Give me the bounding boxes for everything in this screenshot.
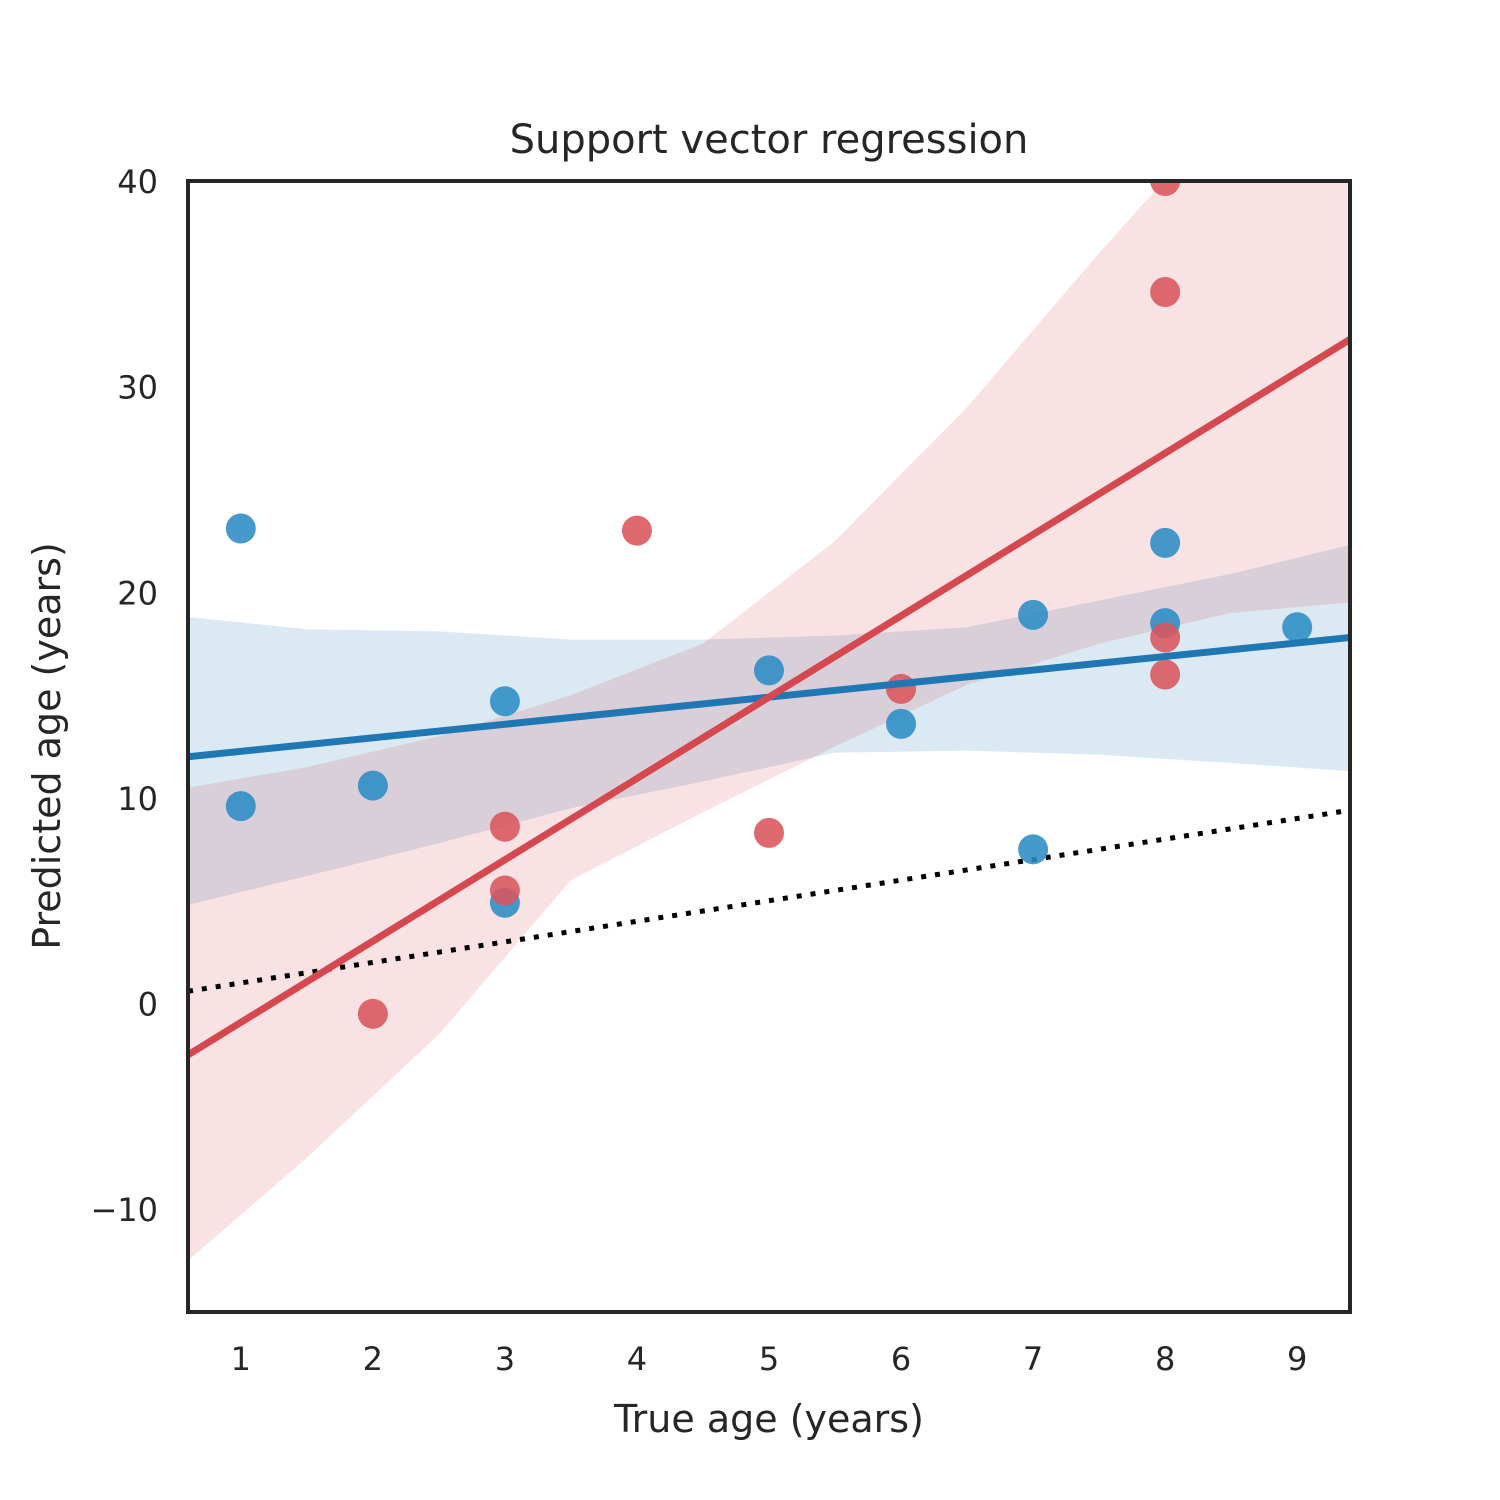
series-1-point — [1282, 612, 1313, 643]
y-axis-title: Predicted age (years) — [25, 542, 69, 950]
x-tick-label: 6 — [891, 1340, 911, 1378]
plot-area — [188, 181, 1350, 1261]
series-2-point — [489, 875, 520, 906]
series-2-point — [621, 515, 652, 546]
series-1-confidence-band — [188, 544, 1350, 905]
series-2-point — [1150, 622, 1181, 653]
chart-title: Support vector regression — [510, 117, 1029, 163]
x-tick-label: 3 — [495, 1340, 515, 1378]
x-tick-label: 5 — [759, 1340, 779, 1378]
series-1-point — [1150, 527, 1181, 558]
series-2-point — [1150, 277, 1181, 308]
series-2-point — [489, 811, 520, 842]
x-tick-label: 1 — [231, 1340, 251, 1378]
y-tick-label: 10 — [117, 780, 158, 818]
x-tick-label: 7 — [1023, 1340, 1043, 1378]
series-1-point — [754, 655, 784, 686]
x-tick-label: 9 — [1287, 1340, 1307, 1378]
series-2-regression-line — [188, 336, 1350, 1058]
series-1-point — [489, 686, 520, 717]
y-axis-ticks: −10 0 10 20 30 40 — [90, 163, 158, 1229]
series-2-point — [1150, 659, 1181, 690]
y-tick-label: 40 — [117, 163, 158, 201]
series-1-point — [886, 708, 917, 739]
series-1-point — [225, 791, 256, 822]
x-tick-label: 4 — [627, 1340, 647, 1378]
series-2-point — [754, 817, 784, 848]
series-2-point — [1150, 181, 1181, 196]
reference-line — [188, 807, 1350, 994]
series-1-point — [1018, 834, 1049, 865]
series-1-point — [225, 513, 256, 544]
y-tick-label: 30 — [117, 369, 158, 407]
y-tick-label: −10 — [90, 1191, 158, 1229]
y-tick-label: 20 — [117, 574, 158, 612]
plot-frame — [186, 179, 1352, 1314]
series-2-point — [886, 673, 917, 704]
series-2-confidence-band — [188, 181, 1350, 1261]
x-tick-label: 8 — [1155, 1340, 1175, 1378]
series-1-point — [357, 770, 388, 801]
series-1-point — [1018, 599, 1049, 630]
x-tick-label: 2 — [363, 1340, 383, 1378]
y-tick-label: 0 — [138, 986, 158, 1024]
x-axis-ticks: 1 2 3 4 5 6 7 8 9 — [231, 1340, 1308, 1378]
series-2-point — [357, 998, 388, 1029]
x-axis-title: True age (years) — [613, 1397, 924, 1441]
